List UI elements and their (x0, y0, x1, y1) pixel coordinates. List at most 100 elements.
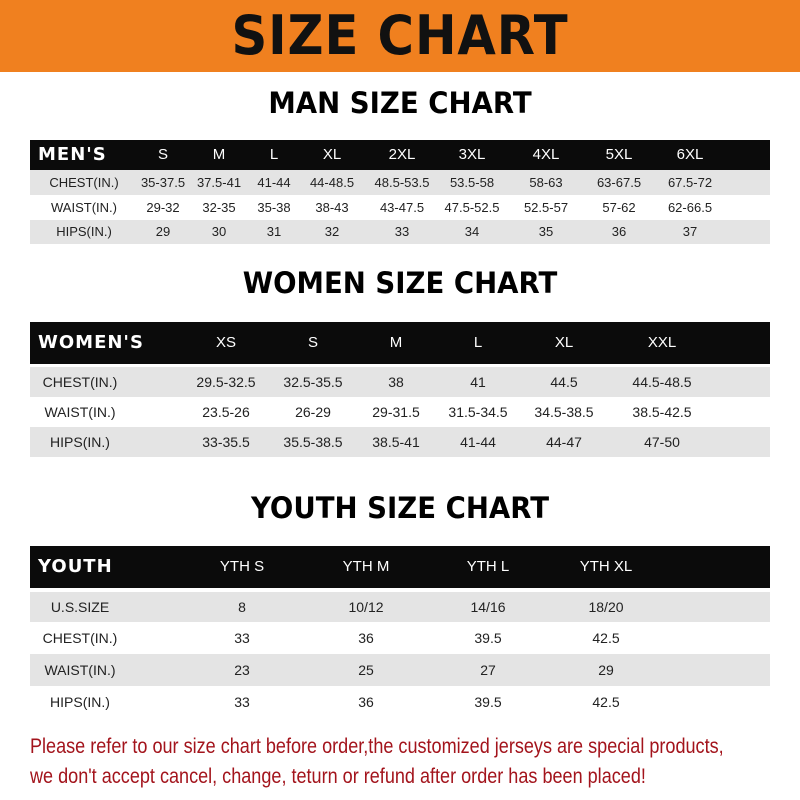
table-cell: 29 (598, 662, 614, 678)
table-cell: 29.5-32.5 (196, 374, 256, 390)
table-cell: 39.5 (474, 630, 502, 646)
row-label: HIPS(IN.) (50, 434, 110, 450)
table-cell: M (389, 334, 403, 351)
table-cell: 41 (470, 374, 486, 390)
footer-notice-line-2: we don't accept cancel, change, teturn o… (30, 765, 646, 788)
table-row: U.S.SIZE 8 10/12 14/16 18/20 (30, 592, 770, 622)
row-label: HIPS(IN.) (56, 224, 112, 239)
table-row: WAIST(IN.) 23 25 27 29 (30, 654, 770, 686)
footer-notice-line-1: Please refer to our size chart before or… (30, 735, 724, 758)
table-header-row: MEN'S S M L XL 2XL 3XL 4XL 5XL 6XL (30, 140, 770, 170)
table-cell: XXL (647, 334, 677, 351)
table-cell: 29-31.5 (372, 404, 420, 420)
table-cell: 52.5-57 (523, 200, 569, 215)
table-cell: 34.5-38.5 (534, 404, 594, 420)
table-row: HIPS(IN.) 29 30 31 32 33 34 35 36 37 (30, 220, 770, 244)
table-cell: YTH M (342, 558, 390, 575)
table-cell: 35.5-38.5 (283, 434, 343, 450)
table-cell: S (157, 146, 169, 163)
table-cell: 32-35 (202, 200, 236, 215)
table-cell: S (307, 334, 319, 351)
row-label: MEN'S (38, 144, 107, 165)
table-cell: 18/20 (588, 599, 624, 615)
title-banner: SIZE CHART (0, 0, 800, 72)
table-row: CHEST(IN.) 33 36 39.5 42.5 (30, 622, 770, 654)
table-cell: XS (215, 334, 237, 351)
table-cell: 23.5-26 (202, 404, 250, 420)
table-cell: M (212, 146, 226, 163)
table-cell: 38 (388, 374, 404, 390)
youth-size-table: YOUTH YTH S YTH M YTH L YTH XL U.S.SIZE 8 10/12… (30, 546, 770, 718)
table-cell: 44.5-48.5 (632, 374, 692, 390)
table-cell: 41-44 (460, 434, 496, 450)
table-cell: 26-29 (295, 404, 331, 420)
row-label: WAIST(IN.) (44, 404, 116, 420)
page-title: SIZE CHART (231, 4, 569, 67)
table-cell: 37.5-41 (196, 175, 242, 190)
table-cell: 35-38 (257, 200, 291, 215)
table-row: WAIST(IN.) 23.5-26 26-29 29-31.5 31.5-34.5 34… (30, 397, 770, 427)
table-cell: 36 (358, 630, 374, 646)
table-cell: 35 (538, 224, 554, 239)
table-cell: 62-66.5 (667, 200, 713, 215)
table-header-row: YOUTH YTH S YTH M YTH L YTH XL (30, 546, 770, 588)
table-row: CHEST(IN.) 29.5-32.5 32.5-35.5 38 41 44.5 44.5… (30, 367, 770, 397)
table-cell: 44-48.5 (309, 175, 355, 190)
table-cell: 32.5-35.5 (283, 374, 343, 390)
table-cell: 63-67.5 (596, 175, 642, 190)
table-cell: XL (322, 146, 342, 163)
row-label: WAIST(IN.) (51, 200, 117, 215)
table-cell: YTH L (466, 558, 510, 575)
men-size-table: MEN'S S M L XL 2XL 3XL 4XL 5XL 6XL CHEST(IN.) 35-37… (30, 140, 770, 244)
table-cell: 33 (394, 224, 410, 239)
table-cell: 43-47.5 (379, 200, 425, 215)
table-cell: 42.5 (592, 694, 620, 710)
table-cell: 10/12 (348, 599, 384, 615)
table-cell: 33 (234, 694, 250, 710)
table-cell: 4XL (532, 146, 560, 163)
table-cell: 2XL (388, 146, 416, 163)
table-cell: 38.5-41 (372, 434, 420, 450)
women-section-title: WOMEN SIZE CHART (242, 266, 558, 300)
table-cell: YTH XL (579, 558, 633, 575)
table-cell: 29 (155, 224, 171, 239)
table-cell: 5XL (605, 146, 633, 163)
table-header-row: WOMEN'S XS S M L XL XXL (30, 322, 770, 364)
table-row: WAIST(IN.) 29-32 32-35 35-38 38-43 43-47.5 47.… (30, 195, 770, 220)
table-cell: 36 (358, 694, 374, 710)
row-label: CHEST(IN.) (42, 374, 118, 390)
table-cell: 34 (464, 224, 480, 239)
table-row: HIPS(IN.) 33-35.5 35.5-38.5 38.5-41 41-44 44-… (30, 427, 770, 457)
table-cell: YTH S (219, 558, 265, 575)
table-cell: 14/16 (470, 599, 506, 615)
table-cell: L (269, 146, 279, 163)
youth-section-title: YOUTH SIZE CHART (250, 491, 550, 525)
table-cell: 58-63 (529, 175, 563, 190)
table-cell: 29-32 (146, 200, 180, 215)
table-cell: 36 (611, 224, 627, 239)
table-cell: 33-35.5 (202, 434, 250, 450)
table-cell: 47-50 (644, 434, 680, 450)
table-cell: 35-37.5 (140, 175, 186, 190)
row-label: U.S.SIZE (50, 599, 110, 615)
table-cell: 31 (266, 224, 282, 239)
row-label: CHEST(IN.) (49, 175, 119, 190)
table-cell: XL (554, 334, 574, 351)
table-cell: 39.5 (474, 694, 502, 710)
table-cell: 38-43 (315, 200, 349, 215)
table-cell: 57-62 (602, 200, 636, 215)
table-cell: 30 (211, 224, 227, 239)
table-cell: 25 (358, 662, 374, 678)
women-size-table: WOMEN'S XS S M L XL XXL CHEST(IN.) 29.5-32.5 32.5… (30, 322, 770, 457)
table-cell: 42.5 (592, 630, 620, 646)
table-cell: 44-47 (546, 434, 582, 450)
table-cell: 8 (238, 599, 246, 615)
row-label: YOUTH (38, 556, 113, 577)
table-row: HIPS(IN.) 33 36 39.5 42.5 (30, 686, 770, 718)
table-cell: L (473, 334, 483, 351)
table-cell: 48.5-53.5 (374, 175, 430, 190)
row-label: CHEST(IN.) (42, 630, 118, 646)
table-cell: 67.5-72 (667, 175, 713, 190)
table-cell: 47.5-52.5 (444, 200, 500, 215)
table-cell: 32 (324, 224, 340, 239)
